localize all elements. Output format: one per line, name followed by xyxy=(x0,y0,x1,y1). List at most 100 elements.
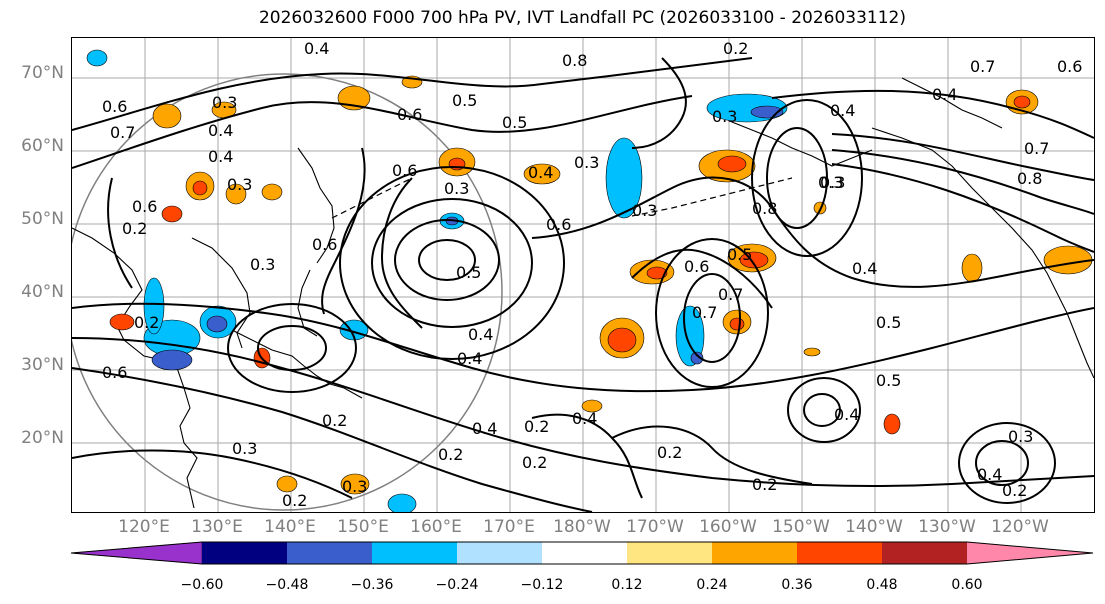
contour-label: 0.4 xyxy=(304,39,329,58)
lon-label: 150°W xyxy=(772,517,830,537)
contour-label: 0.2 xyxy=(134,313,159,332)
contour-label: 0.2 xyxy=(438,445,463,464)
contour-label: 0.6 xyxy=(684,257,709,276)
lon-label: 140°W xyxy=(845,517,903,537)
contour-label: 0.3 xyxy=(574,153,599,172)
colorbar-tick-label: 0.12 xyxy=(611,577,643,593)
contour-label: 0.2 xyxy=(322,411,347,430)
contour-label: 0.5 xyxy=(876,313,901,332)
lon-label: 170°W xyxy=(626,517,684,537)
contour-label: 0.2 xyxy=(122,219,147,238)
colorbar-tick-label: 0.36 xyxy=(781,577,813,593)
map-panel: 0.4 0.8 0.2 0.7 0.6 0.6 0.5 0.6 0.5 0.3 … xyxy=(71,37,1095,513)
colorbar-segment xyxy=(457,542,542,564)
contour-label: 0.4 xyxy=(468,325,493,344)
contour-label: 0.4 xyxy=(852,259,877,278)
pv-contours xyxy=(72,57,1094,512)
trough-lines xyxy=(331,177,793,219)
contour-label: 0.4 xyxy=(834,405,859,424)
lon-label: 130°E xyxy=(191,517,243,537)
contour-label: 0.3 xyxy=(232,439,257,458)
contour-label: 0.4 xyxy=(932,85,957,104)
contour-label: 0.2 xyxy=(723,39,748,58)
lon-label: 160°E xyxy=(410,517,462,537)
contour-label: 0.8 xyxy=(562,51,587,70)
lat-label: 30°N xyxy=(21,355,64,375)
contour-label: 0.4 xyxy=(457,349,482,368)
contour-label: 0.5 xyxy=(502,113,527,132)
positive-fill xyxy=(109,75,1093,495)
lat-label: 70°N xyxy=(21,63,64,83)
contour-label: 0.3 xyxy=(250,255,275,274)
contour-label: 0.6 xyxy=(397,105,422,124)
contour-label: 0.3 xyxy=(818,173,843,192)
colorbar-tick-label: 0.48 xyxy=(866,577,898,593)
contour-label: 0.6 xyxy=(312,235,337,254)
colorbar-tick-label: −0.12 xyxy=(520,577,564,593)
contour-label: 0.3 xyxy=(632,201,657,220)
colorbar-segment xyxy=(712,542,797,564)
contour-label: 0.2 xyxy=(1002,481,1027,500)
colorbar-tick-label: −0.36 xyxy=(350,577,394,593)
lat-label: 40°N xyxy=(21,282,64,302)
lon-label: 140°E xyxy=(264,517,316,537)
colorbar-segment xyxy=(797,542,882,564)
contour-label: 0.8 xyxy=(752,199,777,218)
colorbar-segment xyxy=(542,542,627,564)
lon-label: 130°W xyxy=(918,517,976,537)
colorbar-tick-label: −0.48 xyxy=(265,577,309,593)
contour-label: 0.7 xyxy=(1024,139,1049,158)
contour-label: 0.7 xyxy=(692,303,717,322)
contour-label: 0.5 xyxy=(452,91,477,110)
landfall-circle xyxy=(72,73,503,511)
contour-label: 0.7 xyxy=(110,123,135,142)
colorbar-segment xyxy=(287,542,372,564)
lon-label: 120°W xyxy=(991,517,1049,537)
colorbar-segment xyxy=(70,541,203,565)
contour-label: 0.6 xyxy=(546,215,571,234)
contour-label: 0.3 xyxy=(444,179,469,198)
contour-label: 0.2 xyxy=(657,443,682,462)
graticule xyxy=(72,38,1094,512)
colorbar-segment xyxy=(372,542,457,564)
contour-label: 0.6 xyxy=(102,363,127,382)
map-plot: 0.4 0.8 0.2 0.7 0.6 0.6 0.5 0.6 0.5 0.3 … xyxy=(72,38,1094,512)
contour-label: 0.5 xyxy=(876,371,901,390)
lon-label: 150°E xyxy=(337,517,389,537)
contour-label: 0.6 xyxy=(102,97,127,116)
colorbar xyxy=(70,541,1094,565)
contour-label-group: 0.4 0.8 0.2 0.7 0.6 0.6 0.5 0.6 0.5 0.3 … xyxy=(102,39,1082,510)
lat-label: 20°N xyxy=(21,428,64,448)
colorbar-tick-label: −0.24 xyxy=(435,577,479,593)
contour-label: 0.3 xyxy=(212,93,237,112)
contour-label: 0.5 xyxy=(456,263,481,282)
contour-label: 0.8 xyxy=(1017,169,1042,188)
contour-label: 0.7 xyxy=(970,57,995,76)
colorbar-segment xyxy=(967,542,1093,564)
contour-label: 0.2 xyxy=(524,417,549,436)
lon-label: 120°E xyxy=(118,517,170,537)
contour-label: 0.4 xyxy=(572,409,597,428)
contour-label: 0.4 xyxy=(208,147,233,166)
contour-label: 0.6 xyxy=(392,161,417,180)
contour-label: 0.3 xyxy=(1008,427,1033,446)
contour-label: 0.3 xyxy=(712,107,737,126)
colorbar-tick-label: 0.24 xyxy=(696,577,728,593)
contour-label: 0.3 xyxy=(342,477,367,496)
lon-label: 180°W xyxy=(553,517,611,537)
contour-label: 0.4 xyxy=(208,121,233,140)
contour-label: 0.4 xyxy=(472,419,497,438)
contour-label: 0.4 xyxy=(528,163,553,182)
lon-label: 170°E xyxy=(483,517,535,537)
contour-label: 0.2 xyxy=(282,491,307,510)
contour-label: 0.7 xyxy=(718,285,743,304)
colorbar-tick-label: −0.60 xyxy=(180,577,224,593)
map-title: 2026032600 F000 700 hPa PV, IVT Landfall… xyxy=(258,8,906,28)
colorbar-tick-label: 0.60 xyxy=(951,577,983,593)
contour-label: 0.3 xyxy=(227,175,252,194)
lat-label: 60°N xyxy=(21,136,64,156)
colorbar-segment xyxy=(627,542,712,564)
lon-label: 160°W xyxy=(699,517,757,537)
contour-label: 0.6 xyxy=(132,197,157,216)
contour-label: 0.6 xyxy=(1057,57,1082,76)
